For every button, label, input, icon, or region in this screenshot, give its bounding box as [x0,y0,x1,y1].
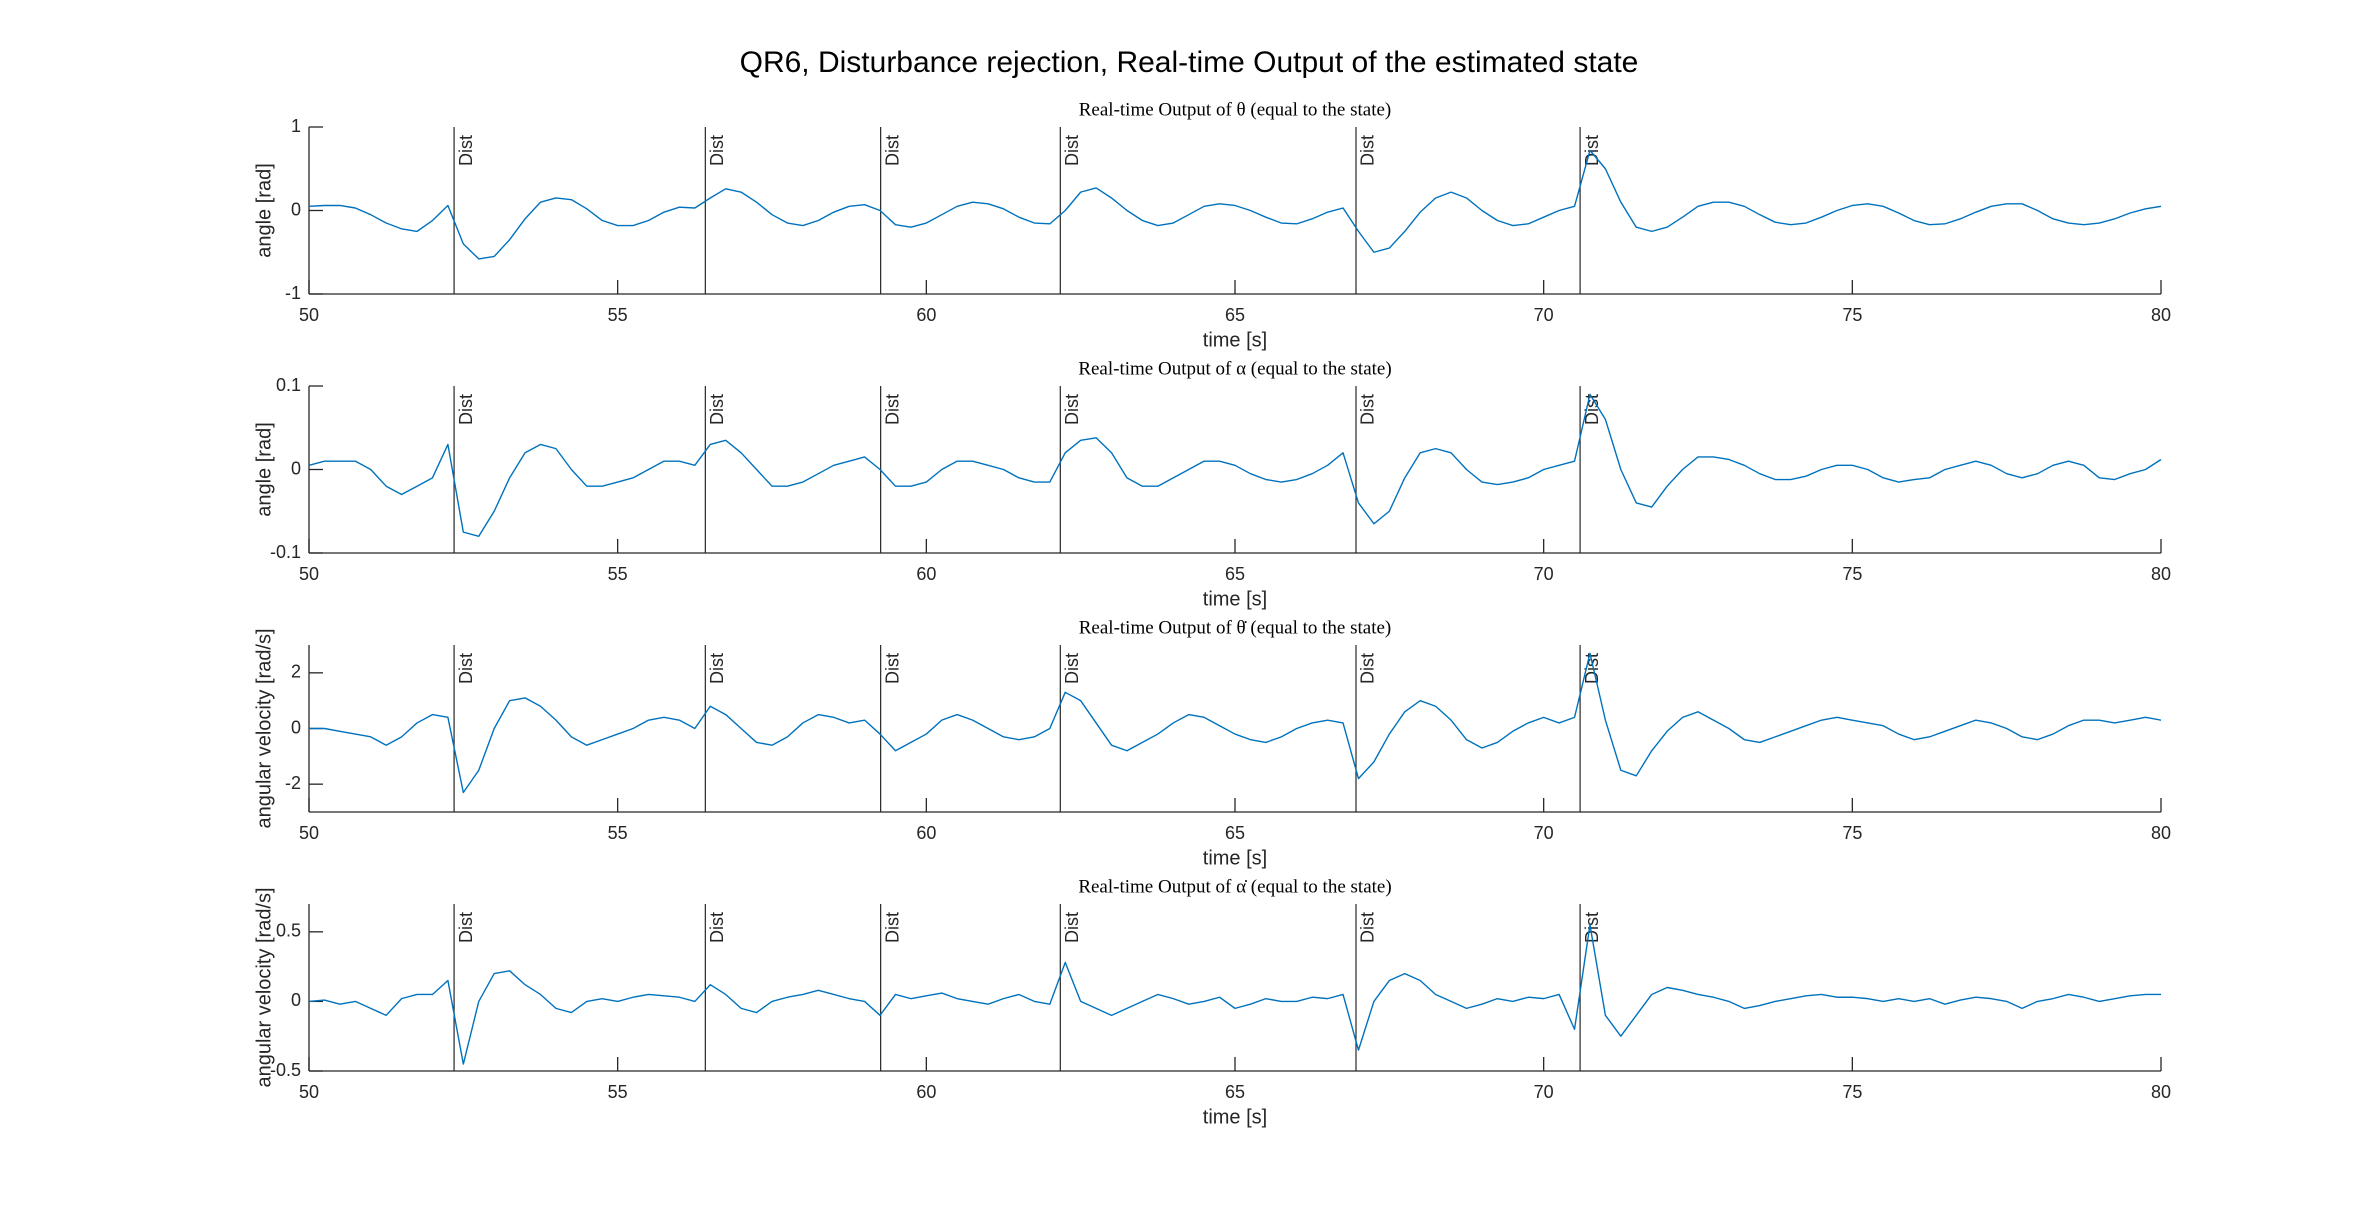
y-tick-label: 0 [291,990,301,1010]
x-tick-label: 55 [608,305,628,325]
disturbance-label: Dist [882,653,902,684]
x-tick-label: 75 [1842,1082,1862,1102]
disturbance-label: Dist [1062,912,1082,943]
x-tick-label: 60 [916,1082,936,1102]
disturbance-label: Dist [456,912,476,943]
x-tick-label: 70 [1534,305,1554,325]
x-tick-label: 65 [1225,305,1245,325]
disturbance-label: Dist [1358,394,1378,425]
x-tick-label: 75 [1842,564,1862,584]
y-tick-label: 0 [291,717,301,737]
x-axis-label: time [s] [1203,329,1267,351]
subplot-title: Real-time Output of α̇ (equal to the sta… [1078,876,1391,897]
y-axis-label: angular velocity [rad/s] [253,887,275,1087]
y-axis-label: angle [rad] [253,163,275,258]
y-tick-label: 0.5 [276,921,301,941]
disturbance-label: Dist [707,394,727,425]
disturbance-label: Dist [882,135,902,166]
disturbance-label: Dist [1582,394,1602,425]
disturbance-label: Dist [1582,912,1602,943]
x-tick-label: 50 [299,564,319,584]
x-tick-label: 65 [1225,823,1245,843]
disturbance-label: Dist [1062,653,1082,684]
y-tick-label: -1 [285,283,301,303]
x-tick-label: 80 [2151,305,2171,325]
x-tick-label: 65 [1225,1082,1245,1102]
y-tick-label: -2 [285,773,301,793]
x-tick-label: 60 [916,305,936,325]
x-tick-label: 50 [299,305,319,325]
subplot-title: Real-time Output of α (equal to the stat… [1078,358,1391,379]
x-tick-label: 70 [1534,1082,1554,1102]
data-line [308,149,2162,260]
y-tick-label: 1 [291,116,301,136]
x-tick-label: 80 [2151,1082,2171,1102]
x-tick-label: 75 [1842,305,1862,325]
disturbance-label: Dist [707,653,727,684]
x-tick-label: 55 [608,564,628,584]
y-tick-label: 2 [291,662,301,682]
x-axis-label: time [s] [1203,847,1267,869]
disturbance-label: Dist [882,912,902,943]
x-axis-label: time [s] [1203,588,1267,610]
x-axis-label: time [s] [1203,1106,1267,1128]
disturbance-label: Dist [882,394,902,425]
y-tick-label: -0.5 [270,1060,301,1080]
x-tick-label: 60 [916,564,936,584]
x-tick-label: 60 [916,823,936,843]
y-tick-label: 0.1 [276,375,301,395]
figure-title: QR6, Disturbance rejection, Real-time Ou… [740,46,1639,79]
disturbance-label: Dist [456,135,476,166]
disturbance-label: Dist [1358,653,1378,684]
y-axis-label: angle [rad] [253,422,275,517]
x-tick-label: 70 [1534,823,1554,843]
subplot-title: Real-time Output of θ̇ (equal to the sta… [1079,617,1391,638]
x-tick-label: 75 [1842,823,1862,843]
y-tick-label: 0 [291,458,301,478]
subplot-title: Real-time Output of θ (equal to the stat… [1079,99,1391,120]
x-tick-label: 70 [1534,564,1554,584]
x-tick-label: 55 [608,1082,628,1102]
data-line [308,924,2161,1065]
disturbance-label: Dist [707,135,727,166]
disturbance-label: Dist [1062,135,1082,166]
data-line [309,652,2162,794]
y-tick-label: -0.1 [270,542,301,562]
x-tick-label: 50 [299,1082,319,1102]
disturbance-label: Dist [1062,394,1082,425]
x-tick-label: 80 [2151,823,2171,843]
disturbance-label: Dist [456,394,476,425]
x-tick-label: 65 [1225,564,1245,584]
disturbance-label: Dist [707,912,727,943]
disturbance-label: Dist [1582,653,1602,684]
y-axis-label: angular velocity [rad/s] [253,628,275,828]
disturbance-label: Dist [1358,912,1378,943]
x-tick-label: 55 [608,823,628,843]
x-tick-label: 80 [2151,564,2171,584]
y-tick-label: 0 [291,199,301,219]
disturbance-label: Dist [1358,135,1378,166]
x-tick-label: 50 [299,823,319,843]
disturbance-label: Dist [456,653,476,684]
data-line [308,393,2162,537]
